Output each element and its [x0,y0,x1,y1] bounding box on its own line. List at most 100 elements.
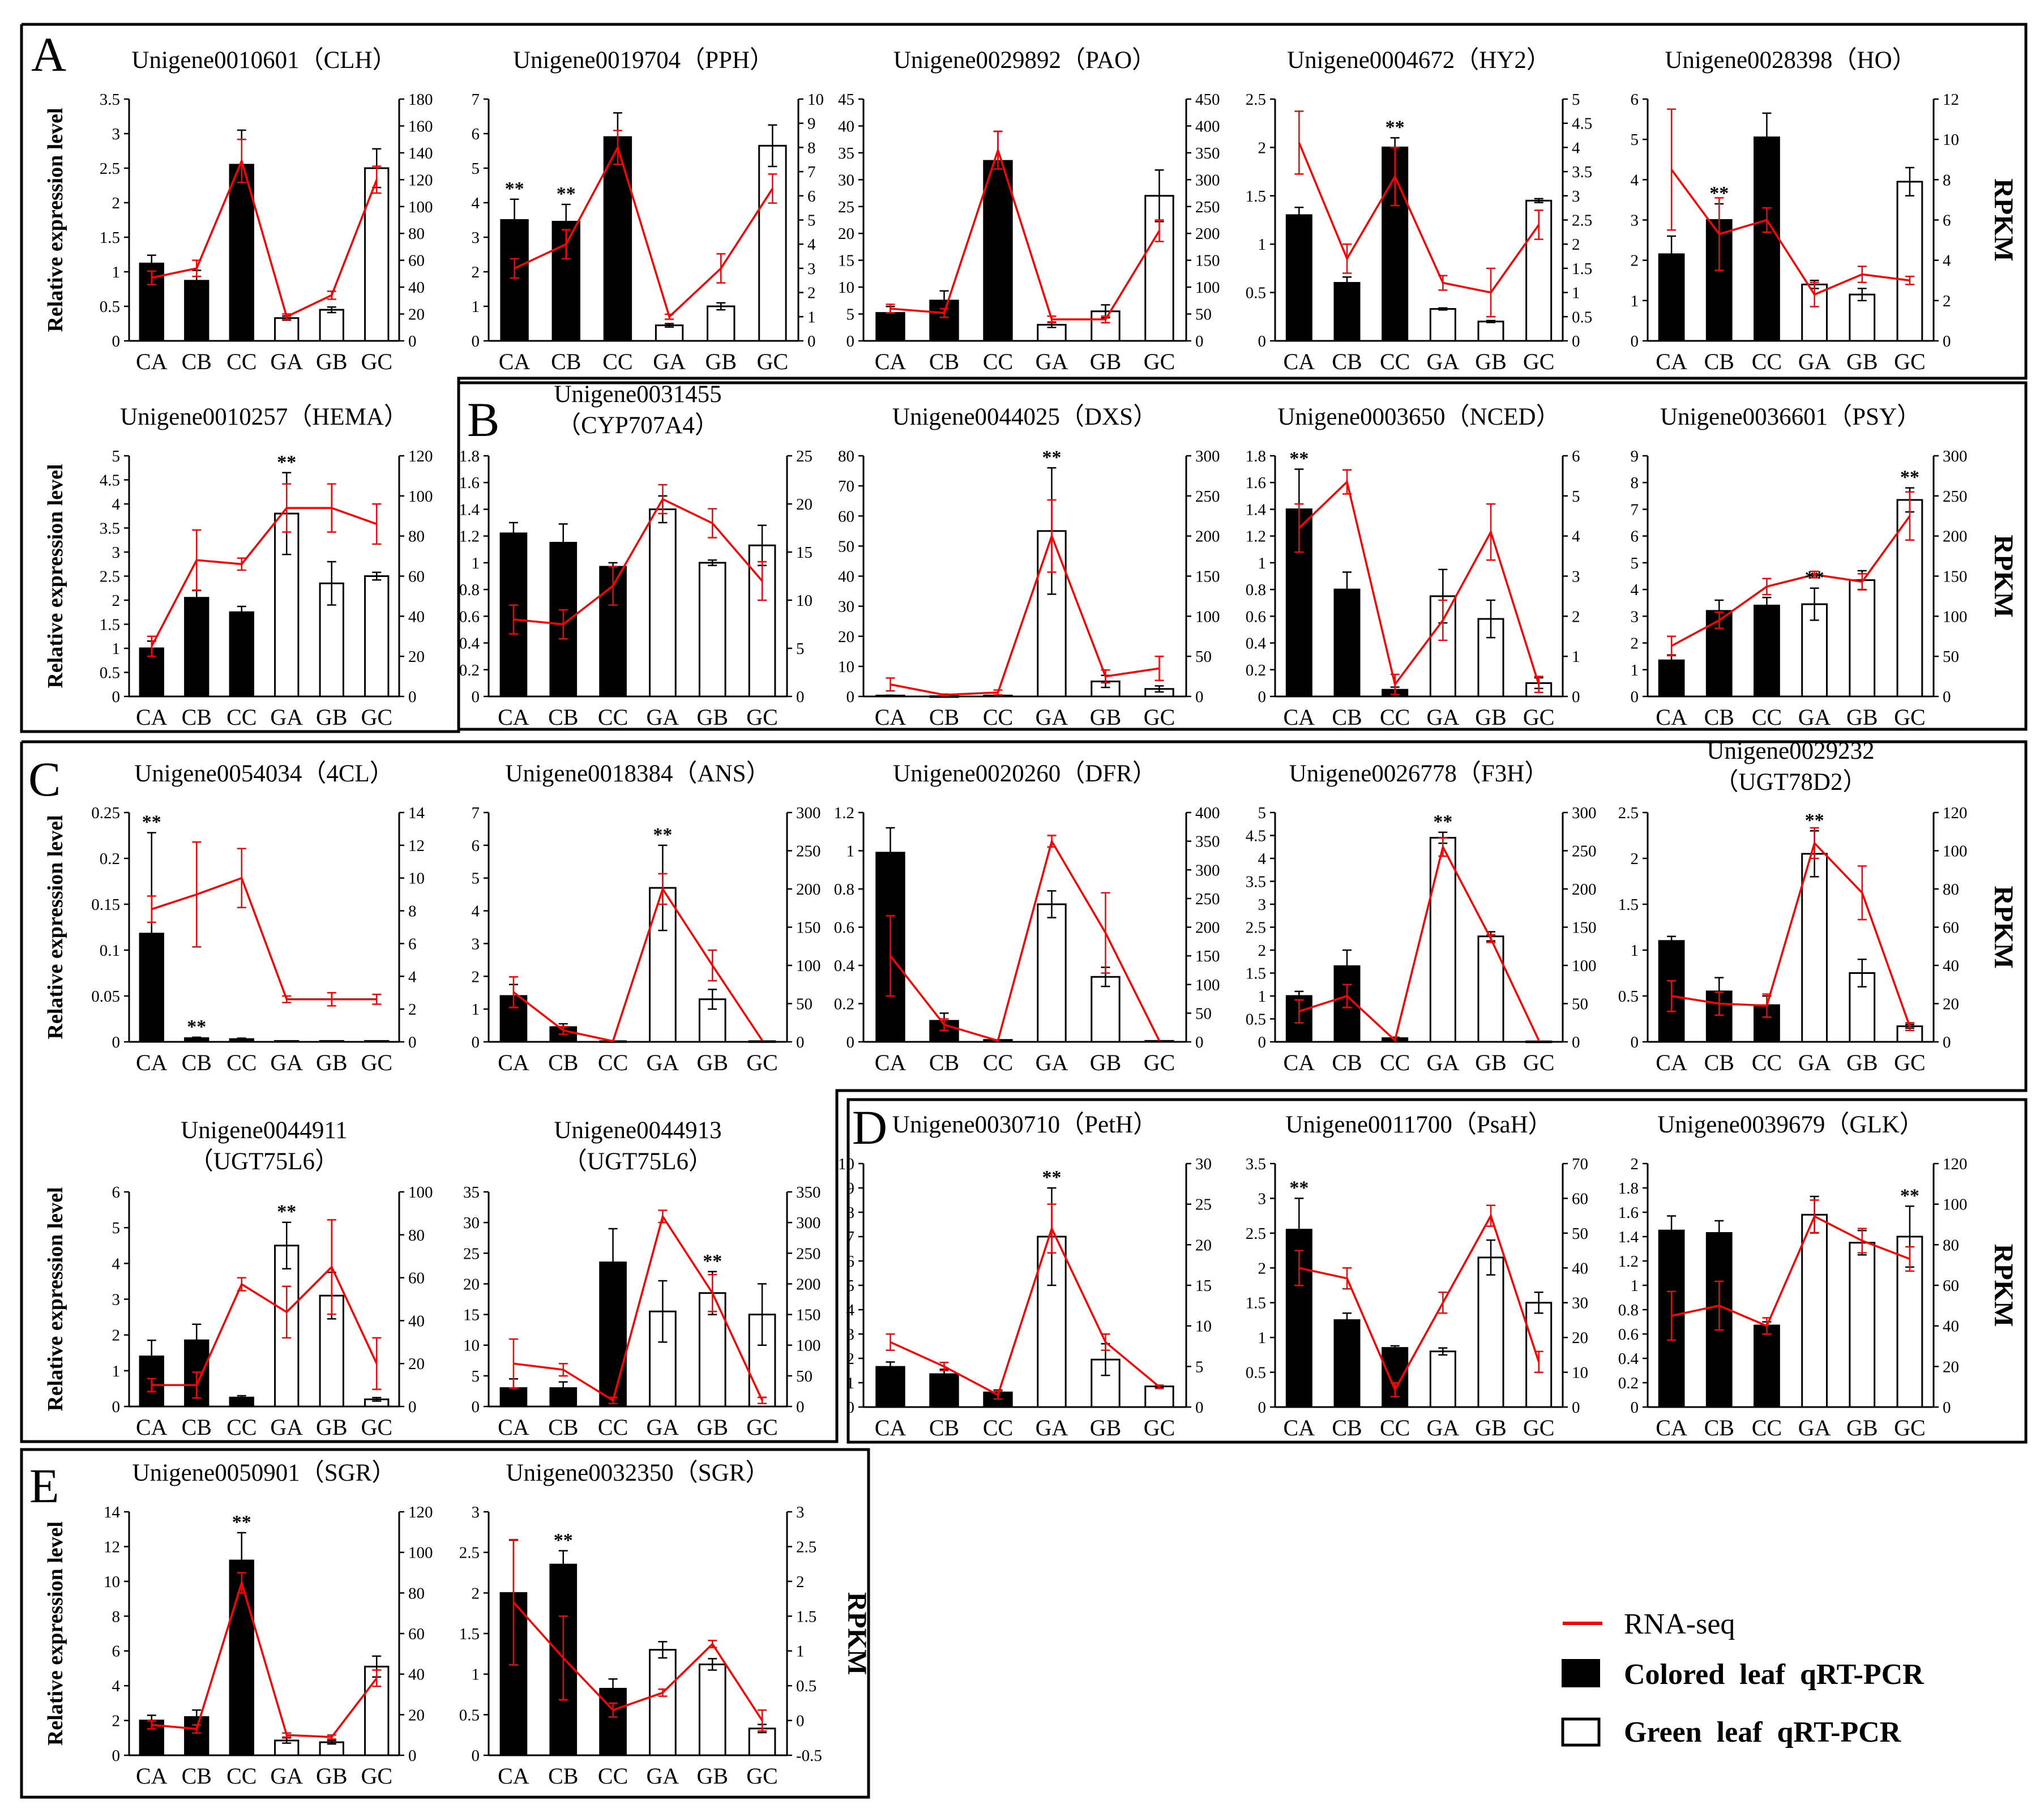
y2-tick-label: 80 [408,1584,425,1602]
y-tick-label: 0 [112,332,121,350]
x-tick-label: CB [182,1414,212,1440]
chart-title-line2: （UGT75L6） [189,1148,339,1175]
y-tick-label: 1.5 [459,1625,480,1643]
significance-marker: ** [557,183,576,204]
y2-tick-label: 50 [1195,306,1212,324]
y2-tick-label: 15 [1195,1277,1212,1295]
chart-18: 0 1 2 3 4 5 6 7 8 9 10 0 5 10 15 20 25 30 ** CA CB CC GA GB GC Un… [838,1111,1212,1440]
y2-tick-label: 40 [408,1312,425,1330]
x-tick-label: GB [696,1763,728,1789]
x-tick-label: GA [647,1050,679,1075]
y-tick-label: 0.5 [100,298,120,316]
x-tick-label: CA [136,704,168,730]
y-tick-label: 4 [112,1255,121,1273]
x-tick-label: GA [1036,1050,1068,1075]
y2-axis-label: RPKM [1989,1244,2019,1327]
y2-tick-label: 250 [1572,843,1597,861]
y-tick-label: 1.5 [1618,896,1639,914]
chart-title: Unigene0020260（DFR） [893,760,1157,787]
y2-tick-label: 0 [408,1398,417,1416]
y2-tick-label: 150 [1195,252,1220,270]
chart-3: 0510152025303540450501001502002503003504… [838,47,1220,374]
y2-tick-label: 200 [796,880,821,899]
y2-tick-label: 0 [1195,1033,1204,1051]
y-axis-label: Relative expression level [44,108,67,332]
x-tick-label: CB [1332,1415,1362,1440]
y-tick-label: 1 [472,554,480,572]
x-tick-label: GC [1144,1415,1175,1440]
chart-21: 0 2 4 6 8 10 12 14 0 20 40 60 80 100 120 ** CA CB CC GA GB GC… [44,1460,433,1789]
y2-tick-label: 10 [796,592,813,610]
bar-GA [1037,903,1067,1043]
significance-marker: ** [1900,467,1919,488]
y-tick-label: 20 [838,628,854,646]
x-tick-label: GB [316,1763,348,1789]
y2-axis-label: RPKM [1989,535,2019,618]
y2-tick-label: 140 [408,144,433,163]
significance-marker: ** [653,824,672,845]
bar-GA [1801,1213,1828,1408]
y-tick-label: 0.6 [834,919,854,937]
y2-tick-label: 80 [408,528,425,546]
y-tick-label: 3.5 [100,91,120,109]
y-tick-label: 0 [112,688,121,706]
y2-tick-label: 100 [1195,976,1220,994]
y-tick-label: 0 [1631,1399,1639,1417]
y-tick-label: 0.4 [1618,1350,1639,1368]
y2-tick-label: 0 [1943,1033,1951,1051]
bar-GA [274,317,300,342]
chart-1: 0 0.5 1 1.5 2 2.5 3 3.5 0 20 40 60 80 100 120 140 160 180… [44,47,433,374]
bar-GC [1896,499,1923,698]
chart-13: 0 0.2 0.4 0.6 0.8 1 1.2 0 50 100 150 200 250 300 350 40… [834,760,1220,1075]
y-tick-label: 1 [1258,554,1267,572]
y2-tick-label: 300 [1195,447,1220,465]
y-tick-label: 2 [112,194,121,212]
y2-tick-label: 180 [408,91,433,109]
rnaseq-line [890,533,1160,696]
y2-tick-label: 20 [408,1355,425,1373]
y2-tick-label: 200 [1195,528,1220,546]
y-tick-label: 5 [112,1219,121,1237]
y-tick-label: 8 [112,1607,121,1626]
y-tick-label: 1.2 [834,804,854,822]
y-tick-label: 5 [1631,131,1639,149]
y2-tick-label: 4.5 [1572,115,1592,133]
bar-GC [1896,181,1923,342]
y2-tick-label: 50 [1195,648,1212,666]
bar-GB [698,1663,726,1756]
bar-GC [364,1665,390,1756]
x-tick-label: GB [1090,1415,1122,1440]
x-tick-label: CA [875,349,906,374]
y-tick-label: 0.6 [1618,1326,1639,1344]
x-tick-label: GA [1798,349,1831,374]
y2-tick-label: 50 [1572,995,1588,1014]
y-tick-label: 4 [1258,850,1267,868]
x-tick-label: GA [1426,349,1459,374]
y2-tick-label: 60 [408,252,425,270]
x-tick-label: CB [929,1415,959,1440]
y-axis-label: Relative expression level [44,1521,67,1746]
x-tick-label: CC [598,1050,628,1075]
chart-title: Unigene0010601（CLH） [131,47,396,74]
y-tick-label: 3 [112,1291,121,1309]
x-tick-label: CC [1380,1415,1410,1440]
y-tick-label: 5 [472,870,480,888]
x-tick-label: GC [1894,1050,1926,1075]
y2-tick-label: 80 [408,225,425,243]
y-axis-label: Relative expression level [44,464,67,688]
y-tick-label: 0 [1258,1399,1267,1417]
chart-6: 0 0.5 1 1.5 2 2.5 3 3.5 4 4.5 5 0 20 40 60 80 100 120 ** CA… [44,404,433,730]
y2-tick-label: 10 [1195,1318,1212,1336]
x-tick-label: GC [1894,704,1926,730]
y2-tick-label: 2 [796,1573,805,1591]
panel-c-frame [20,740,2028,1443]
x-tick-label: GB [696,1050,728,1075]
y2-tick-label: 2 [1572,236,1580,254]
bar-GB [1849,1242,1876,1408]
y-tick-label: 1 [112,640,121,658]
x-tick-label: GB [316,1050,348,1075]
panel-b-frame [457,381,2028,731]
x-tick-label: CB [1332,704,1362,730]
y-tick-label: 1 [1258,236,1267,254]
y-tick-label: 0.5 [1246,1011,1266,1029]
